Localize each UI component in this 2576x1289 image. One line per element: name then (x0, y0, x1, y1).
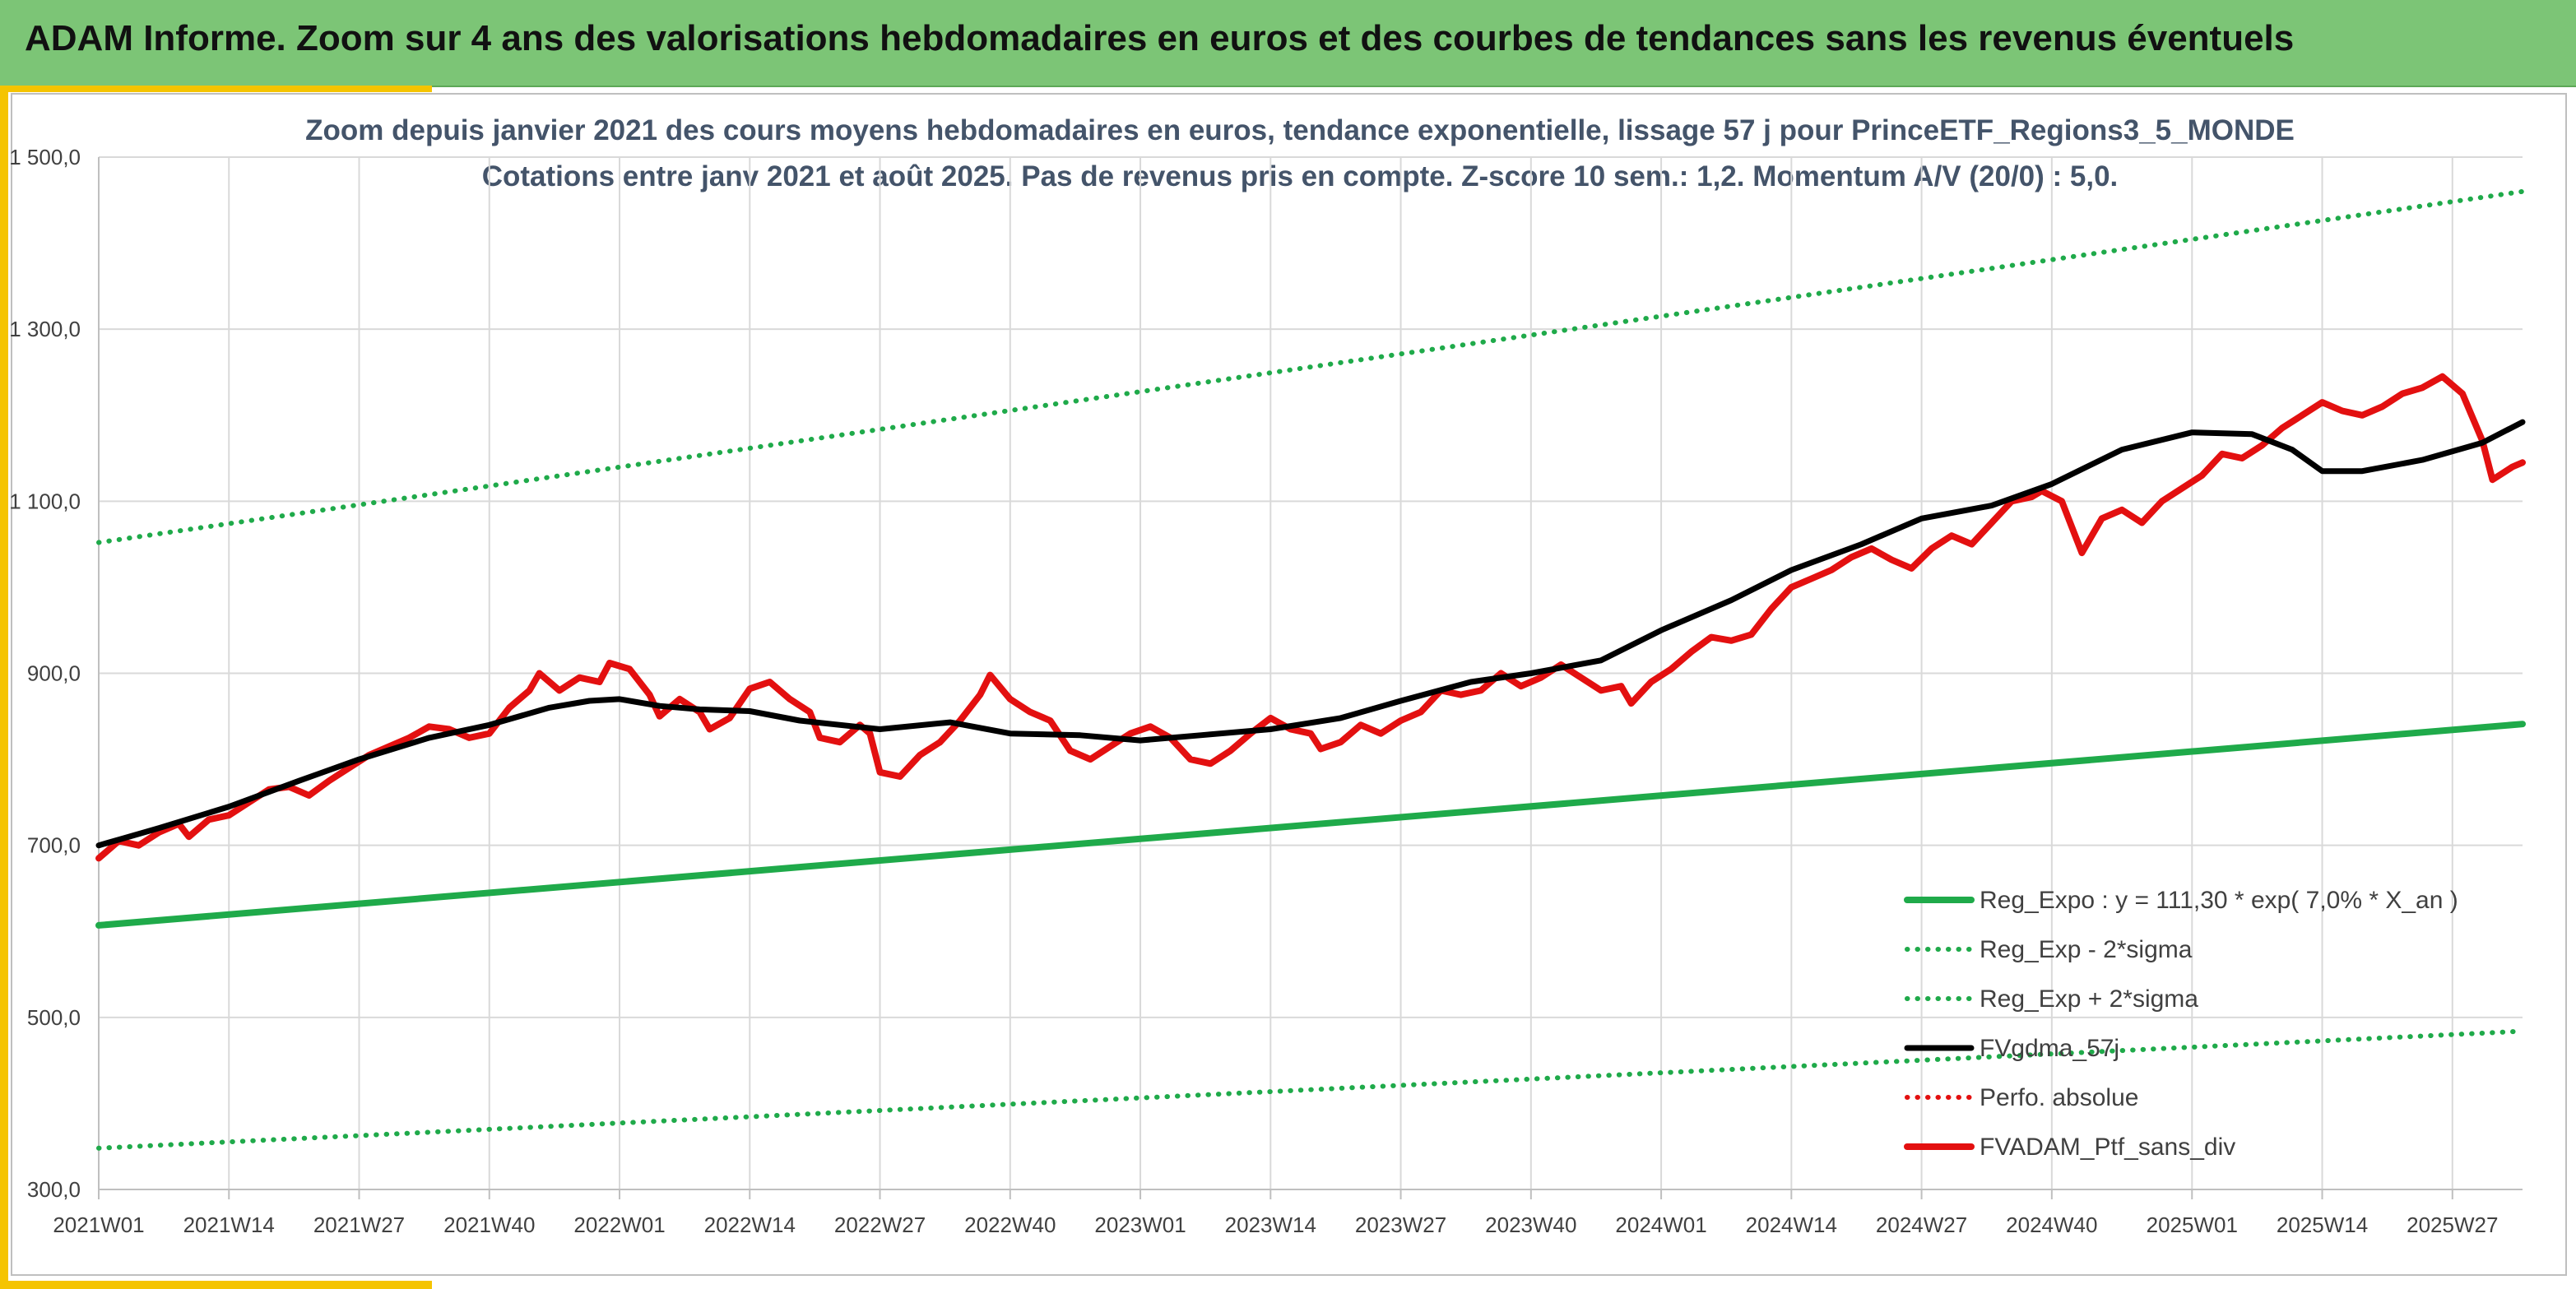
y-tick-label: 700,0 (27, 833, 81, 858)
x-tick-label: 2025W01 (2147, 1212, 2238, 1237)
x-tick-label: 2022W01 (573, 1212, 665, 1237)
chart-title: Zoom depuis janvier 2021 des cours moyen… (305, 114, 2295, 146)
x-tick-label: 2021W40 (443, 1212, 535, 1237)
y-tick-label: 1 300,0 (9, 317, 81, 341)
series-line-1 (96, 1028, 2525, 1151)
y-tick-label: 1 500,0 (9, 145, 81, 169)
plot-frame (11, 93, 2567, 1276)
x-tick-label: 2022W40 (964, 1212, 1056, 1237)
x-tick-label: 2023W27 (1355, 1212, 1446, 1237)
x-tick-label: 2022W14 (704, 1212, 796, 1237)
y-tick-label: 1 100,0 (9, 489, 81, 513)
y-tick-label: 300,0 (27, 1177, 81, 1202)
x-tick-label: 2024W27 (1876, 1212, 1967, 1237)
chart: Zoom depuis janvier 2021 des cours moyen… (0, 86, 2567, 1289)
legend-label: FVgdma_57j (1980, 1035, 2119, 1062)
x-axis: 2021W01 2021W14 2021W27 2021W40 2022W01 2022W… (53, 1189, 2523, 1237)
legend-label: Reg_Exp + 2*sigma (1980, 985, 2198, 1013)
x-tick-label: 2023W14 (1225, 1212, 1316, 1237)
x-tick-label: 2024W40 (2006, 1212, 2097, 1237)
legend-label: FVADAM_Ptf_sans_div (1980, 1134, 2235, 1161)
accent-bar-bottom (0, 1281, 432, 1289)
x-tick-label: 2024W01 (1615, 1212, 1706, 1237)
legend-label: Perfo. absolue (1980, 1084, 2138, 1111)
x-tick-label: 2021W14 (183, 1212, 275, 1237)
grid (98, 156, 2523, 1199)
x-tick-label: 2022W27 (834, 1212, 926, 1237)
series-line-3 (95, 419, 2526, 849)
y-axis: 300,0 500,0 700,0 900,0 1 100,0 1 300,0 1 500,… (9, 145, 100, 1202)
accent-bar-left (0, 86, 8, 1289)
chart-subtitle: Cotations entre janv 2021 et août 2025. … (482, 160, 2119, 192)
x-tick-label: 2021W27 (313, 1212, 405, 1237)
x-tick-label: 2021W01 (53, 1212, 144, 1237)
series-line-2 (96, 188, 2525, 545)
x-tick-label: 2023W01 (1094, 1212, 1186, 1237)
page-title: ADAM Informe. Zoom sur 4 ans des valoris… (25, 18, 2295, 58)
y-tick-label: 900,0 (27, 661, 81, 686)
x-tick-label: 2025W14 (2277, 1212, 2368, 1237)
legend: Reg_Expo : y = 111,30 * exp( 7,0% * X_an… (1904, 887, 2458, 1161)
series-line-0 (95, 721, 2526, 929)
series-layer (95, 188, 2526, 1151)
chart-frame: Zoom depuis janvier 2021 des cours moyen… (0, 86, 2576, 1289)
series-line-5 (95, 373, 2526, 862)
x-tick-label: 2023W40 (1485, 1212, 1576, 1237)
legend-label: Reg_Exp - 2*sigma (1980, 936, 2193, 963)
legend-label: Reg_Expo : y = 111,30 * exp( 7,0% * X_an… (1980, 887, 2458, 914)
y-tick-label: 500,0 (27, 1005, 81, 1030)
x-tick-label: 2025W27 (2407, 1212, 2498, 1237)
x-tick-label: 2024W14 (1746, 1212, 1837, 1237)
accent-bar-top (0, 86, 432, 92)
header-banner: ADAM Informe. Zoom sur 4 ans des valoris… (0, 0, 2576, 87)
